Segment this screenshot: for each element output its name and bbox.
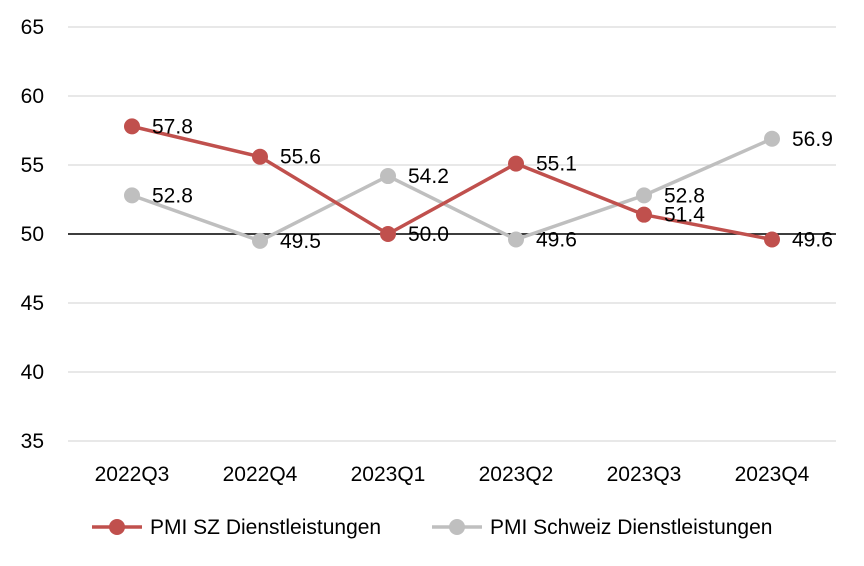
gridlines: [68, 26, 836, 442]
legend-label: PMI SZ Dienstleistungen: [150, 516, 381, 539]
x-tick-label: 2023Q4: [735, 463, 810, 486]
x-tick-label: 2022Q4: [223, 463, 298, 486]
series-line: [131, 124, 773, 242]
data-label: 57.8: [152, 115, 193, 138]
data-point: [380, 168, 396, 185]
data-label: 55.6: [280, 146, 321, 169]
data-point: [252, 232, 268, 249]
series-2: [124, 130, 780, 249]
data-point: [252, 148, 268, 165]
y-tick-label: 55: [21, 154, 44, 177]
legend: PMI SZ Dienstleistungen PMI Schweiz Diens…: [92, 516, 772, 539]
y-tick-label: 50: [21, 223, 44, 246]
data-label: 49.5: [280, 230, 321, 253]
legend-swatch-marker: [109, 519, 125, 535]
data-label: 55.1: [536, 153, 577, 176]
data-point: [764, 231, 780, 248]
data-point: [508, 231, 524, 248]
data-label: 56.9: [792, 128, 833, 151]
x-tick-label: 2022Q3: [95, 463, 170, 486]
y-tick-label: 60: [21, 85, 44, 108]
data-label: 49.6: [792, 229, 833, 252]
data-point: [124, 187, 140, 204]
data-point: [124, 118, 140, 135]
y-tick-label: 45: [21, 292, 44, 315]
y-tick-label: 35: [21, 430, 44, 453]
legend-label: PMI Schweiz Dienstleistungen: [490, 516, 772, 539]
x-tick-label: 2023Q3: [607, 463, 682, 486]
series-1: [124, 118, 780, 248]
y-tick-label: 65: [21, 16, 44, 39]
data-label: 51.4: [664, 204, 705, 227]
y-tick-label: 40: [21, 361, 44, 384]
series-layer: [124, 118, 780, 249]
x-tick-label: 2023Q1: [351, 463, 426, 486]
x-tick-label: 2023Q2: [479, 463, 554, 486]
legend-item: PMI Schweiz Dienstleistungen: [432, 516, 772, 539]
x-axis-tick-labels: 2022Q3 2022Q4 2023Q1 2023Q2 2023Q3 2023Q4: [95, 463, 810, 486]
series-line: [131, 137, 773, 243]
data-labels: 57.8 55.6 50.0 55.1 51.4 49.6 52.8 49.5 54.2 49.6…: [152, 115, 833, 253]
data-label: 52.8: [152, 184, 193, 207]
y-axis-tick-labels: 35 40 45 50 55 60 65: [21, 16, 44, 453]
data-point: [380, 226, 396, 242]
data-point: [764, 130, 780, 147]
data-label: 49.6: [536, 229, 577, 252]
legend-swatch-marker: [449, 519, 465, 535]
legend-item: PMI SZ Dienstleistungen: [92, 516, 381, 539]
data-point: [636, 206, 652, 223]
data-point: [636, 187, 652, 204]
data-label: 54.2: [408, 165, 449, 188]
data-label: 50.0: [408, 223, 449, 246]
data-point: [508, 155, 524, 172]
data-label: 52.8: [664, 184, 705, 207]
